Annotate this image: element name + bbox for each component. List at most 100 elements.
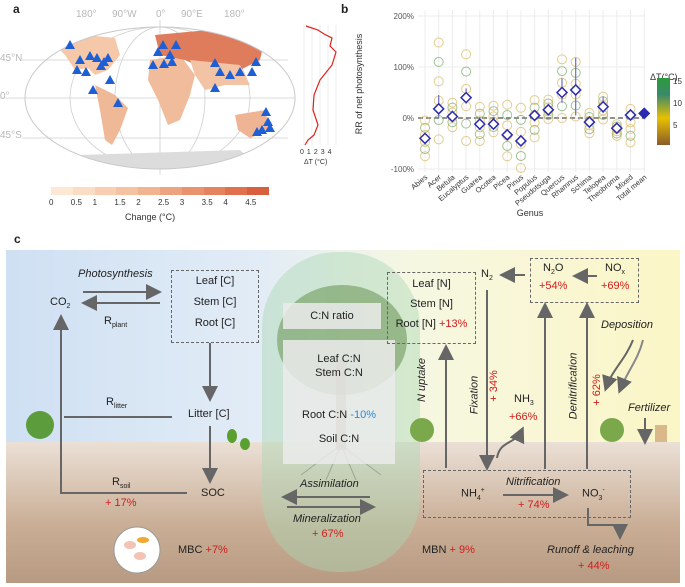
legend-tick: 5	[673, 121, 678, 130]
colorbar-swatch	[138, 187, 160, 195]
site-marker-icon	[261, 107, 271, 116]
plant-carbon-box: Leaf [C] Stem [C] Root [C]	[171, 270, 259, 343]
colorbar-swatch	[247, 187, 269, 195]
lon-label: 0°	[156, 9, 166, 20]
leaf-icon	[227, 429, 237, 443]
mean-marker	[473, 118, 486, 131]
nh3-node: NH3	[514, 393, 534, 407]
root-cn-change: -10%	[350, 409, 376, 421]
observation-point	[502, 140, 513, 151]
fixation-label: Fixation	[468, 375, 481, 415]
world-map	[0, 20, 296, 175]
nh3-sub: 3	[529, 400, 534, 408]
deposition-arrow	[617, 339, 644, 394]
denitrification-label: Denitrification	[567, 352, 580, 420]
observation-point	[502, 151, 513, 162]
r-plant-label: Rplant	[104, 315, 127, 329]
litter-c: Litter [C]	[188, 408, 230, 420]
site-marker-icon	[165, 50, 175, 59]
n2o-node: N2O	[543, 262, 563, 276]
microbe-icon	[124, 541, 136, 549]
n2-node: N2	[481, 268, 493, 282]
legend-tick: 10	[673, 99, 682, 108]
n2o-change: +54%	[539, 280, 568, 292]
rr-photosynthesis-chart: 200%100%0%-100%AbiesAcerBetulaEucalyptus…	[354, 10, 682, 218]
observation-point	[420, 115, 430, 126]
observation-point	[433, 134, 444, 145]
root-n: Root [N] +13%	[388, 318, 475, 330]
tick: 4	[327, 149, 335, 156]
microbe-icon	[113, 526, 161, 574]
site-markers	[65, 40, 275, 136]
shrub-icon	[410, 418, 434, 442]
site-marker-icon	[113, 98, 123, 107]
y-tick-label: 100%	[394, 63, 414, 72]
mean-marker	[514, 134, 527, 148]
soc-node: SOC	[201, 487, 225, 499]
runoff-arrow	[587, 508, 628, 540]
colorbar-swatch	[203, 187, 226, 195]
observation-point	[420, 122, 430, 133]
site-marker-icon	[251, 57, 261, 66]
observation-point	[461, 66, 472, 77]
nox-change: +69%	[601, 280, 630, 292]
observation-point	[515, 150, 526, 161]
y-tick-label: 200%	[394, 12, 414, 21]
site-marker-icon	[158, 40, 168, 49]
deposition-label: Deposition	[601, 319, 653, 331]
observation-point	[420, 151, 430, 162]
site-marker-icon	[235, 67, 245, 76]
colorbar-swatch	[94, 187, 117, 195]
nh4-sub: 4	[476, 494, 481, 502]
lon-label: 90°W	[112, 9, 137, 20]
site-marker-icon	[85, 51, 95, 60]
observation-point	[625, 124, 636, 135]
n2o-text: N	[543, 262, 551, 274]
lat-label: 45°S	[0, 130, 22, 141]
nox-sub: x	[621, 269, 626, 277]
colorbar-tick: 4	[223, 198, 228, 207]
mean-marker	[446, 110, 459, 123]
observation-point	[557, 66, 567, 77]
x-axis-label: Genus	[517, 208, 544, 218]
colorbar-tick: 3	[179, 198, 185, 207]
co2-sub: 2	[66, 303, 71, 311]
observation-point	[557, 113, 567, 123]
colorbar-swatch	[51, 187, 73, 195]
cn-ratio-box: Leaf C:N Stem C:N Root C:N -10% Soil C:N	[283, 340, 395, 464]
soil-nitrogen-box	[423, 470, 631, 518]
nh4-text: NH	[461, 487, 477, 500]
soil-cn: Soil C:N	[318, 433, 360, 445]
r-soil-label: Rsoil	[112, 476, 130, 490]
no3-node: NO3-	[582, 487, 605, 502]
n2-text: N	[481, 268, 489, 280]
site-marker-icon	[88, 85, 98, 94]
site-marker-icon	[210, 58, 220, 67]
r-sub: litter	[113, 403, 128, 411]
mbc-text: MBC	[178, 544, 203, 556]
r-text: R	[106, 396, 114, 408]
colorbar-tick: 1.5	[114, 198, 126, 207]
observation-point	[488, 106, 499, 117]
colorbar-tick: 2	[136, 198, 141, 207]
site-marker-icon	[210, 83, 220, 92]
observation-point	[515, 162, 526, 173]
site-marker-icon	[247, 67, 257, 76]
site-marker-icon	[215, 67, 225, 76]
stem-n: Stem [N]	[410, 298, 453, 310]
colorbar	[51, 187, 269, 195]
mean-marker	[501, 128, 514, 141]
site-marker-icon	[265, 123, 275, 132]
lon-label: 90°E	[181, 9, 203, 20]
runoff-change: + 44%	[578, 560, 610, 572]
n2o-sub: 2	[550, 269, 555, 277]
root-cn-text: Root C:N	[302, 409, 348, 421]
n-uptake-label: N uptake	[416, 357, 429, 403]
tick: 2	[313, 149, 321, 156]
fertilizer-bag-icon	[655, 425, 667, 442]
y-axis-label: RR of net photosynthesis	[354, 33, 364, 134]
leaf-c: Leaf [C]	[195, 275, 235, 287]
r-text: R	[112, 476, 120, 488]
mean-marker	[610, 122, 623, 135]
